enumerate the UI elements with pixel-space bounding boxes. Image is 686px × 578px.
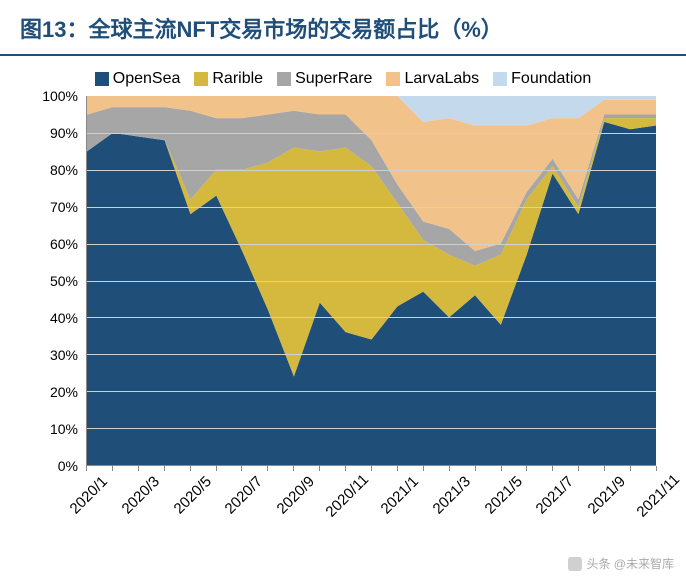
legend-item-larvalabs: LarvaLabs	[386, 70, 479, 88]
x-tick	[112, 466, 113, 471]
x-tick	[578, 466, 579, 471]
grid-line	[87, 170, 656, 171]
x-axis: 2020/12020/32020/52020/72020/92020/11202…	[28, 466, 666, 566]
legend-label: OpenSea	[113, 70, 181, 88]
y-tick-label: 10%	[50, 421, 78, 437]
y-tick-label: 70%	[50, 199, 78, 215]
chart-container: 图13：全球主流NFT交易市场的交易额占比（%） OpenSea Rarible…	[0, 0, 686, 578]
x-tick	[138, 466, 139, 471]
legend-label: Rarible	[212, 70, 263, 88]
x-tick	[449, 466, 450, 471]
legend-label: SuperRare	[295, 70, 372, 88]
chart-plot: 0%10%20%30%40%50%60%70%80%90%100%	[28, 96, 666, 466]
y-axis: 0%10%20%30%40%50%60%70%80%90%100%	[28, 96, 82, 466]
legend: OpenSea Rarible SuperRare LarvaLabs Foun…	[0, 56, 686, 96]
x-tick	[371, 466, 372, 471]
x-tick	[164, 466, 165, 471]
y-tick-label: 90%	[50, 125, 78, 141]
legend-item-superrare: SuperRare	[277, 70, 372, 88]
y-tick-label: 50%	[50, 273, 78, 289]
legend-swatch-icon	[493, 72, 507, 86]
x-tick	[293, 466, 294, 471]
x-tick	[267, 466, 268, 471]
x-tick-label: 2020/3	[118, 473, 162, 517]
grid-line	[87, 207, 656, 208]
x-tick-label: 2021/3	[429, 473, 473, 517]
x-tick-label: 2020/7	[222, 473, 266, 517]
x-tick	[190, 466, 191, 471]
grid-line	[87, 428, 656, 429]
x-tick	[319, 466, 320, 471]
y-tick-label: 40%	[50, 310, 78, 326]
x-tick-label: 2020/9	[274, 473, 318, 517]
x-tick-label: 2021/1	[377, 473, 421, 517]
x-tick	[501, 466, 502, 471]
title-bar: 图13：全球主流NFT交易市场的交易额占比（%）	[0, 0, 686, 56]
x-tick	[475, 466, 476, 471]
y-tick-label: 80%	[50, 162, 78, 178]
x-tick-label: 2021/7	[533, 473, 577, 517]
watermark: 头条 @未来智库	[568, 555, 674, 572]
watermark-icon	[568, 557, 582, 571]
y-tick-label: 30%	[50, 347, 78, 363]
x-tick	[656, 466, 657, 471]
y-tick-label: 20%	[50, 384, 78, 400]
grid-line	[87, 133, 656, 134]
legend-swatch-icon	[95, 72, 109, 86]
x-tick-label: 2020/1	[67, 473, 111, 517]
legend-item-opensea: OpenSea	[95, 70, 181, 88]
x-tick-label: 2020/5	[170, 473, 214, 517]
grid-line	[87, 317, 656, 318]
x-tick	[241, 466, 242, 471]
x-tick	[552, 466, 553, 471]
x-tick	[423, 466, 424, 471]
x-tick	[86, 466, 87, 471]
x-tick-label: 2021/5	[481, 473, 525, 517]
legend-item-foundation: Foundation	[493, 70, 591, 88]
y-tick-label: 60%	[50, 236, 78, 252]
x-tick	[345, 466, 346, 471]
legend-swatch-icon	[386, 72, 400, 86]
grid-line	[87, 281, 656, 282]
x-tick-label: 2020/11	[323, 471, 373, 521]
legend-swatch-icon	[194, 72, 208, 86]
x-tick	[630, 466, 631, 471]
chart-title: 图13：全球主流NFT交易市场的交易额占比（%）	[20, 17, 503, 42]
x-tick	[397, 466, 398, 471]
x-tick-label: 2021/11	[633, 471, 683, 521]
legend-label: LarvaLabs	[404, 70, 479, 88]
x-tick	[604, 466, 605, 471]
grid-line	[87, 244, 656, 245]
plot-area	[86, 96, 656, 466]
legend-item-rarible: Rarible	[194, 70, 263, 88]
y-tick-label: 100%	[42, 88, 78, 104]
grid-line	[87, 391, 656, 392]
grid-line	[87, 354, 656, 355]
x-tick	[526, 466, 527, 471]
x-tick-label: 2021/9	[585, 473, 629, 517]
watermark-text: 头条 @未来智库	[586, 555, 674, 572]
x-tick	[216, 466, 217, 471]
legend-label: Foundation	[511, 70, 591, 88]
legend-swatch-icon	[277, 72, 291, 86]
